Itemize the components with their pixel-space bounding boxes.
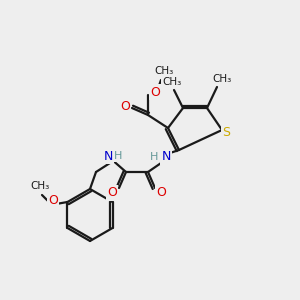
Text: CH₃: CH₃ xyxy=(162,77,182,87)
Text: O: O xyxy=(120,100,130,112)
Text: O: O xyxy=(156,187,166,200)
Text: O: O xyxy=(150,85,160,98)
Text: S: S xyxy=(222,125,230,139)
Text: CH₃: CH₃ xyxy=(30,181,50,191)
Text: CH₃: CH₃ xyxy=(212,74,232,84)
Text: O: O xyxy=(48,194,58,208)
Text: H: H xyxy=(114,151,122,161)
Text: CH₃: CH₃ xyxy=(154,66,174,76)
Text: O: O xyxy=(107,187,117,200)
Text: N: N xyxy=(161,151,171,164)
Text: N: N xyxy=(103,149,113,163)
Text: H: H xyxy=(150,152,158,162)
